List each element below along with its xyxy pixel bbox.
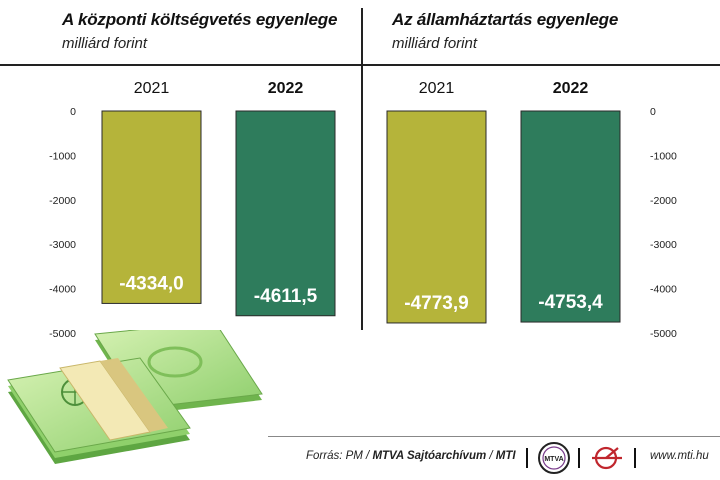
bar-2021: [386, 110, 487, 324]
value-label: -4334,0: [119, 273, 183, 294]
bar-2021: [101, 110, 202, 304]
mtva-logo-text: MTVA: [544, 456, 563, 463]
bar-2022: [235, 110, 336, 317]
source-mti: MTI: [495, 450, 516, 462]
right-chart-title: Az államháztartás egyenlege: [392, 10, 619, 29]
left-chart-unit: milliárd forint: [62, 35, 148, 52]
right-chart-unit: milliárd forint: [392, 35, 478, 52]
y-tick-label: 0: [70, 106, 76, 118]
y-tick-label: -1000: [650, 150, 677, 162]
value-label: -4611,5: [254, 286, 318, 307]
footer-divider: [268, 436, 720, 437]
category-label: 2021: [134, 80, 170, 97]
y-tick-label: -1000: [49, 150, 76, 162]
y-tick-label: -2000: [650, 195, 677, 207]
mtva-logo: MTVA: [538, 442, 570, 474]
y-tick-label: -3000: [49, 239, 76, 251]
footer-separator-3: [634, 448, 636, 468]
category-label: 2022: [268, 80, 304, 97]
value-label: -4753,4: [538, 292, 603, 313]
source-separator: /: [486, 450, 496, 462]
y-tick-label: -4000: [650, 284, 677, 296]
source-credit: Forrás: PM / MTVA Sajtóarchívum / MTI: [306, 450, 516, 462]
mti-logo: [592, 446, 622, 470]
y-tick-label: 0: [650, 106, 656, 118]
footer-separator-1: [526, 448, 528, 468]
money-stack-icon: [7, 330, 263, 464]
y-tick-label: -4000: [49, 284, 76, 296]
footer-separator-2: [578, 448, 580, 468]
y-tick-label: -5000: [49, 328, 76, 340]
source-prefix: Forrás: PM /: [306, 450, 373, 462]
y-tick-label: -5000: [650, 328, 677, 340]
bar-2022: [520, 110, 621, 323]
category-label: 2022: [553, 80, 589, 97]
left-chart-title: A központi költségvetés egyenlege: [62, 10, 338, 29]
panel-divider: [361, 8, 363, 330]
y-tick-label: -2000: [49, 195, 76, 207]
source-archive: MTVA Sajtóarchívum: [372, 450, 487, 462]
category-label: 2021: [419, 80, 455, 97]
header-divider: [0, 64, 720, 66]
y-tick-label: -3000: [650, 239, 677, 251]
website-link[interactable]: www.mti.hu: [650, 450, 709, 462]
value-label: -4773,9: [404, 293, 468, 314]
